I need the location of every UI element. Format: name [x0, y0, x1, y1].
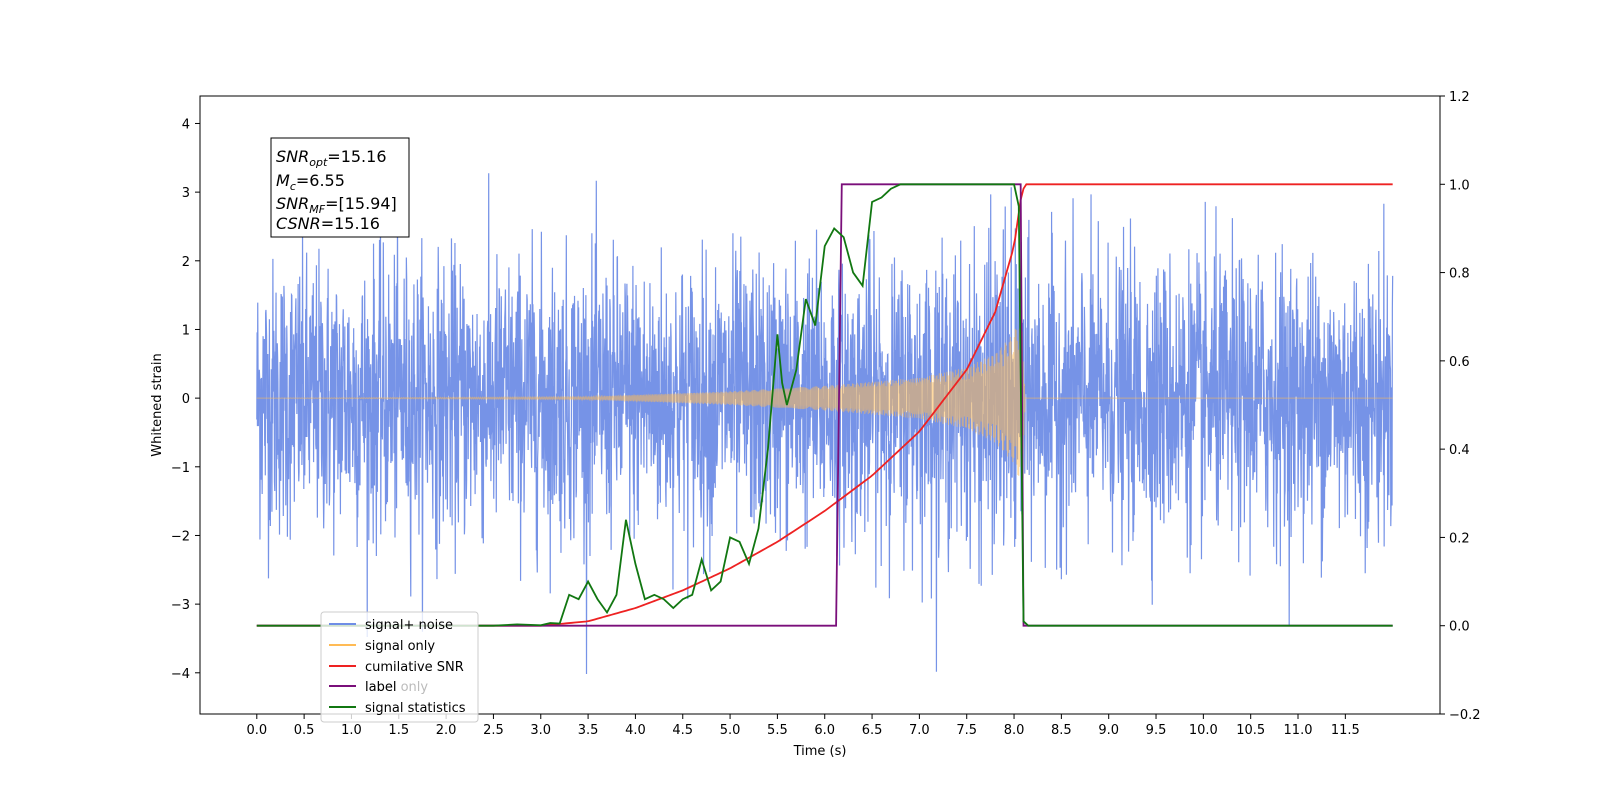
x-tick-label-15: 7.5 — [956, 723, 977, 738]
y-axis-left: 4 3 2 1 0 −1 −2 −3 −4 — [171, 117, 200, 682]
y2-tick-label-3: 0.6 — [1449, 355, 1470, 370]
legend-label-label: label — [365, 680, 396, 695]
x-tick-label-17: 8.5 — [1051, 723, 1072, 738]
x-tick-label-4: 2.0 — [436, 723, 457, 738]
y-axis-label: Whitened strain — [150, 353, 165, 456]
legend-label-signal-noise: signal+ noise — [365, 618, 453, 633]
x-tick-label-3: 1.5 — [388, 723, 409, 738]
y-tick-label-8: −4 — [171, 667, 190, 682]
x-tick-label-13: 6.5 — [862, 723, 883, 738]
x-tick-label-16: 8.0 — [1004, 723, 1025, 738]
y-tick-label-4: 0 — [182, 392, 190, 407]
series-layer — [256, 173, 1394, 674]
x-tick-label-2: 1.0 — [341, 723, 362, 738]
x-tick-label-12: 6.0 — [814, 723, 835, 738]
legend-frame — [320, 611, 479, 723]
y2-tick-label-5: 0.2 — [1449, 531, 1470, 546]
x-tick-label-23: 11.5 — [1331, 723, 1360, 738]
y-tick-label-5: −1 — [171, 461, 190, 476]
series-signal-noise-line — [256, 173, 1394, 674]
x-tick-label-6: 3.0 — [530, 723, 551, 738]
y-tick-label-1: 3 — [182, 186, 190, 201]
legend-label-label-only: label only — [365, 680, 428, 695]
x-tick-label-21: 10.5 — [1236, 723, 1265, 738]
y2-tick-label-7: −0.2 — [1449, 708, 1481, 723]
legend-label-cumulative-snr: cumilative SNR — [365, 660, 464, 675]
legend-label-signal-statistics: signal statistics — [365, 701, 466, 716]
annotation-line-snr-mf: SNRMF=[15.94] — [276, 194, 397, 216]
series-signal-statistics-line — [256, 183, 1393, 627]
x-tick-label-5: 2.5 — [483, 723, 504, 738]
annotation-box: SNRopt=15.16 Mc=6.55 SNRMF=[15.94] CSNR=… — [270, 137, 410, 238]
annotation-line-csnr: CSNR=15.16 — [276, 214, 380, 233]
x-tick-label-0: 0.0 — [246, 723, 267, 738]
legend-label-signal-only: signal only — [365, 639, 435, 654]
x-tick-label-8: 4.0 — [625, 723, 646, 738]
y-tick-label-3: 1 — [182, 323, 190, 338]
y-tick-label-0: 4 — [182, 117, 190, 132]
annotation-frame — [270, 137, 410, 238]
y2-tick-label-2: 0.8 — [1449, 267, 1470, 282]
x-tick-label-22: 11.0 — [1284, 723, 1313, 738]
series-signal-only-line — [256, 310, 1393, 476]
y2-tick-label-1: 1.0 — [1449, 178, 1470, 193]
plot-frame — [199, 95, 1441, 715]
y-axis-right: 1.2 1.0 0.8 0.6 0.4 0.2 0.0 −0.2 — [1440, 90, 1481, 723]
x-tick-label-20: 10.0 — [1189, 723, 1218, 738]
legend: signal+ noise signal only cumilative SNR… — [320, 611, 479, 723]
x-axis-label: Time (s) — [793, 744, 847, 759]
x-tick-label-19: 9.5 — [1146, 723, 1167, 738]
y2-tick-label-6: 0.0 — [1449, 620, 1470, 635]
annotation-line-mc: Mc=6.55 — [276, 171, 345, 193]
x-tick-label-14: 7.0 — [909, 723, 930, 738]
x-tick-label-7: 3.5 — [578, 723, 599, 738]
x-tick-label-11: 5.5 — [767, 723, 788, 738]
x-tick-label-18: 9.0 — [1098, 723, 1119, 738]
x-axis: 0.0 0.5 1.0 1.5 2.0 2.5 3.0 3.5 4.0 4.5 5.0 5.5 6.0 6… — [246, 714, 1360, 738]
x-tick-label-1: 0.5 — [294, 723, 315, 738]
annotation-line-snr-opt: SNRopt=15.16 — [276, 147, 387, 169]
y-tick-label-2: 2 — [182, 255, 190, 270]
x-tick-label-10: 5.0 — [720, 723, 741, 738]
y-tick-label-6: −2 — [171, 529, 190, 544]
y-tick-label-7: −3 — [171, 598, 190, 613]
y2-tick-label-0: 1.2 — [1449, 90, 1470, 105]
x-tick-label-9: 4.5 — [672, 723, 693, 738]
y2-tick-label-4: 0.4 — [1449, 443, 1470, 458]
